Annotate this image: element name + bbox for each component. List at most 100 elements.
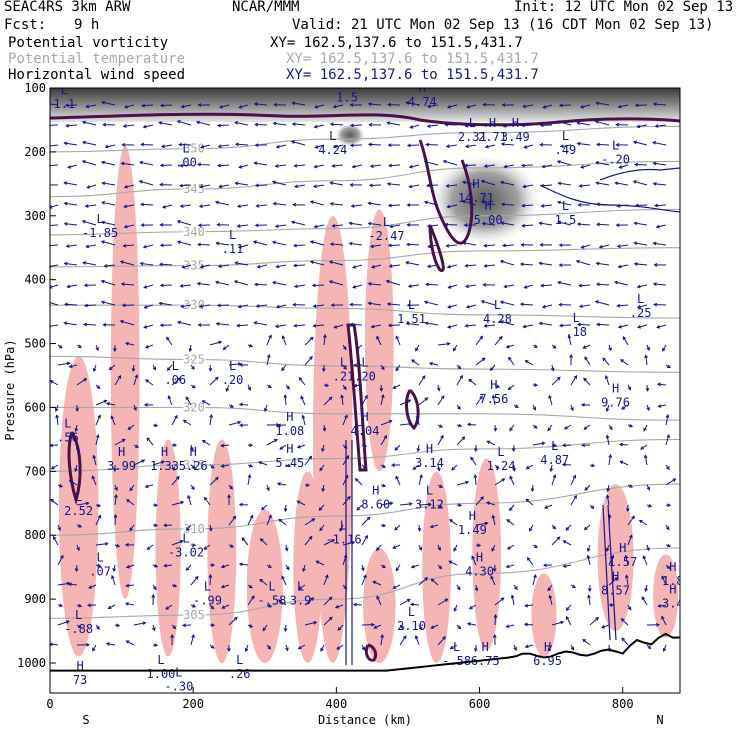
wind-vector <box>133 459 145 466</box>
wind-vector <box>580 104 591 108</box>
wind-vector-head <box>617 104 622 109</box>
wind-vector-head <box>329 242 334 247</box>
extremum-label: L.21 <box>333 356 355 384</box>
wind-vector-head <box>111 574 115 579</box>
wind-vector <box>661 616 667 626</box>
wind-vector-head <box>247 386 252 391</box>
extremum-letter: L <box>408 605 415 619</box>
wind-vector-head <box>505 564 510 569</box>
extremum-label: L.20 <box>354 356 376 384</box>
wind-vector <box>380 420 392 426</box>
wind-vector <box>551 376 561 386</box>
wind-vector <box>139 161 154 166</box>
extremum-letter: L <box>75 490 82 504</box>
wind-vector-head <box>63 222 68 226</box>
wind-vector-head <box>313 224 318 229</box>
wind-vector-head <box>367 201 372 206</box>
wind-speed-contour-jet <box>539 184 680 213</box>
wind-vector <box>298 644 306 650</box>
extremum-letter: L <box>96 551 103 565</box>
theta-contour-label: 335 <box>183 259 205 273</box>
wind-vector-head <box>508 356 512 361</box>
wind-vector <box>509 504 515 511</box>
wind-vector-head <box>267 384 272 389</box>
wind-vector-head <box>552 474 557 479</box>
extremum-label: H4.30 <box>465 551 494 579</box>
extremum-value: 5.00 <box>474 213 503 227</box>
wind-vector <box>484 244 496 247</box>
wind-vector <box>617 244 629 247</box>
wind-vector-head <box>144 344 149 349</box>
wind-vector <box>620 359 629 366</box>
wind-vector-head <box>211 623 216 627</box>
wind-vector-head <box>102 322 107 327</box>
wind-vector-head <box>436 467 441 472</box>
wind-vector-head <box>598 244 603 249</box>
wind-vector-head <box>343 366 347 370</box>
wind-vector <box>618 264 629 268</box>
wind-vector <box>50 103 59 106</box>
wind-vector-head <box>548 394 552 399</box>
pv-contour-tropopause <box>50 112 680 127</box>
wind-vector-head <box>65 244 70 248</box>
wind-vector <box>314 224 325 228</box>
wind-vector-head <box>486 440 491 445</box>
wind-vector-head <box>329 122 334 127</box>
wind-vector-head <box>610 554 615 559</box>
extremum-value: -.99 <box>193 593 222 607</box>
wind-vector <box>410 124 420 129</box>
wind-vector <box>481 201 496 206</box>
wind-vector-head <box>464 284 469 289</box>
wind-vector-head <box>613 280 618 285</box>
wind-vector-head <box>179 539 184 544</box>
wind-vector <box>427 124 439 127</box>
wind-vector <box>503 244 515 247</box>
wind-vector <box>494 597 504 606</box>
wind-vector-head <box>266 487 270 492</box>
wind-vector-head <box>492 633 497 638</box>
wind-vector <box>368 222 382 226</box>
wind-vector-head <box>105 642 110 646</box>
wind-vector-head <box>83 322 88 327</box>
wind-vector-head <box>91 475 96 480</box>
wind-vector-head <box>77 624 82 629</box>
wind-vector-head <box>124 341 129 346</box>
wind-vector <box>332 224 344 227</box>
wind-vector-head <box>275 304 280 309</box>
wind-vector-head <box>558 243 563 248</box>
wind-vector <box>501 222 515 226</box>
wind-vector-head <box>457 405 461 410</box>
wind-vector-head <box>541 304 546 309</box>
extremum-label: L3.12 <box>415 483 444 511</box>
wind-vector <box>490 364 496 371</box>
wind-vector <box>225 384 230 392</box>
wind-vector-head <box>54 408 59 413</box>
wind-vector-head <box>633 221 638 226</box>
wind-vector <box>409 184 420 188</box>
wind-vector-head <box>119 260 124 264</box>
wind-vector-head <box>276 482 281 486</box>
wind-vector-head <box>67 165 72 169</box>
theta-contour-315 <box>50 438 680 472</box>
wind-vector <box>426 184 439 187</box>
wind-vector-head <box>387 203 392 208</box>
wind-vector-head <box>185 567 190 571</box>
wind-vector-head <box>410 564 415 569</box>
wind-vector <box>50 244 59 247</box>
wind-vector <box>95 415 101 426</box>
wind-vector <box>221 464 230 467</box>
wind-vector-head <box>152 627 156 632</box>
wind-vector-head <box>232 515 237 520</box>
wind-vector-head <box>500 142 505 147</box>
wind-vector-head <box>486 501 491 505</box>
wind-vector-head <box>328 260 333 265</box>
wind-vector-head <box>541 441 546 446</box>
wind-vector-head <box>364 394 368 399</box>
wind-vector <box>409 164 420 168</box>
wind-vector <box>500 260 515 266</box>
wind-vector-head <box>321 368 326 373</box>
wind-vector-head <box>285 647 289 652</box>
wind-vector-head <box>180 304 185 309</box>
wind-vector-head <box>100 160 105 165</box>
extremum-label: H3.14 <box>415 442 444 470</box>
